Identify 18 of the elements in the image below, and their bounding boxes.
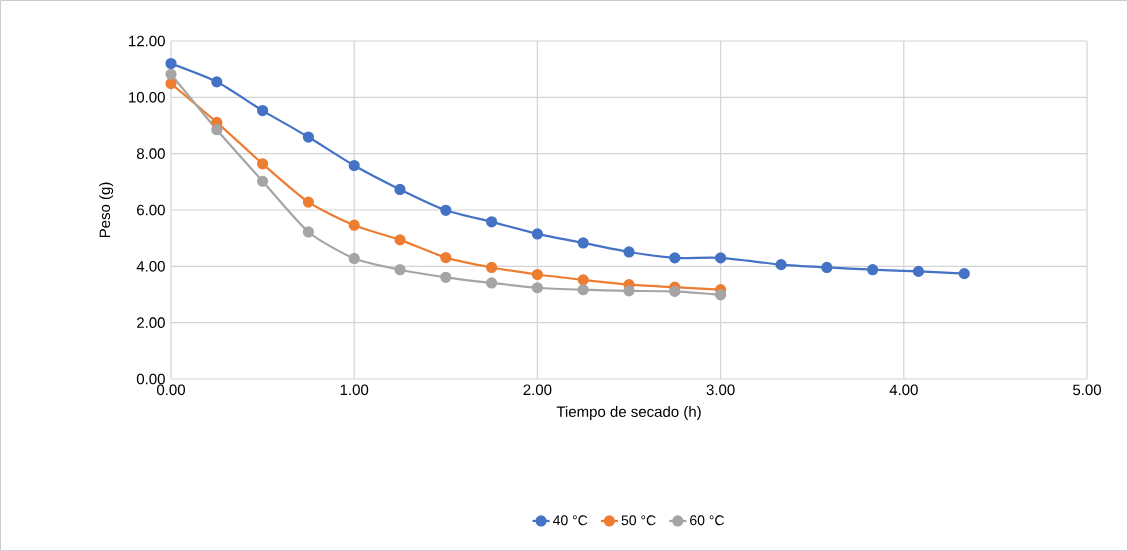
x-tick-label: 3.00 <box>706 384 735 396</box>
y-axis-title: Peso (g) <box>99 182 114 238</box>
y-tick-label: 0.00 <box>136 373 165 385</box>
x-tick-label: 5.00 <box>1073 384 1102 396</box>
y-tick-label: 2.00 <box>137 317 165 328</box>
x-axis-title: Tiempo de secado (h) <box>556 405 701 420</box>
y-tick-label: 6.00 <box>137 204 165 216</box>
y-tick-label: 4.00 <box>136 261 165 272</box>
legend-label: 50 °C <box>621 515 656 526</box>
x-tick-label: 1.00 <box>340 384 369 396</box>
legend-label: 40 °C <box>552 515 588 526</box>
y-tick-label: 8.00 <box>136 148 165 159</box>
y-tick-label: 10.00 <box>129 92 165 103</box>
x-tick-label: 2.00 <box>523 384 552 396</box>
x-tick-label: 4.00 <box>889 384 918 396</box>
legend-label: 60 °C <box>690 515 725 526</box>
y-tick-label: 12.00 <box>129 35 165 47</box>
x-tick-label: 0.00 <box>157 384 185 396</box>
